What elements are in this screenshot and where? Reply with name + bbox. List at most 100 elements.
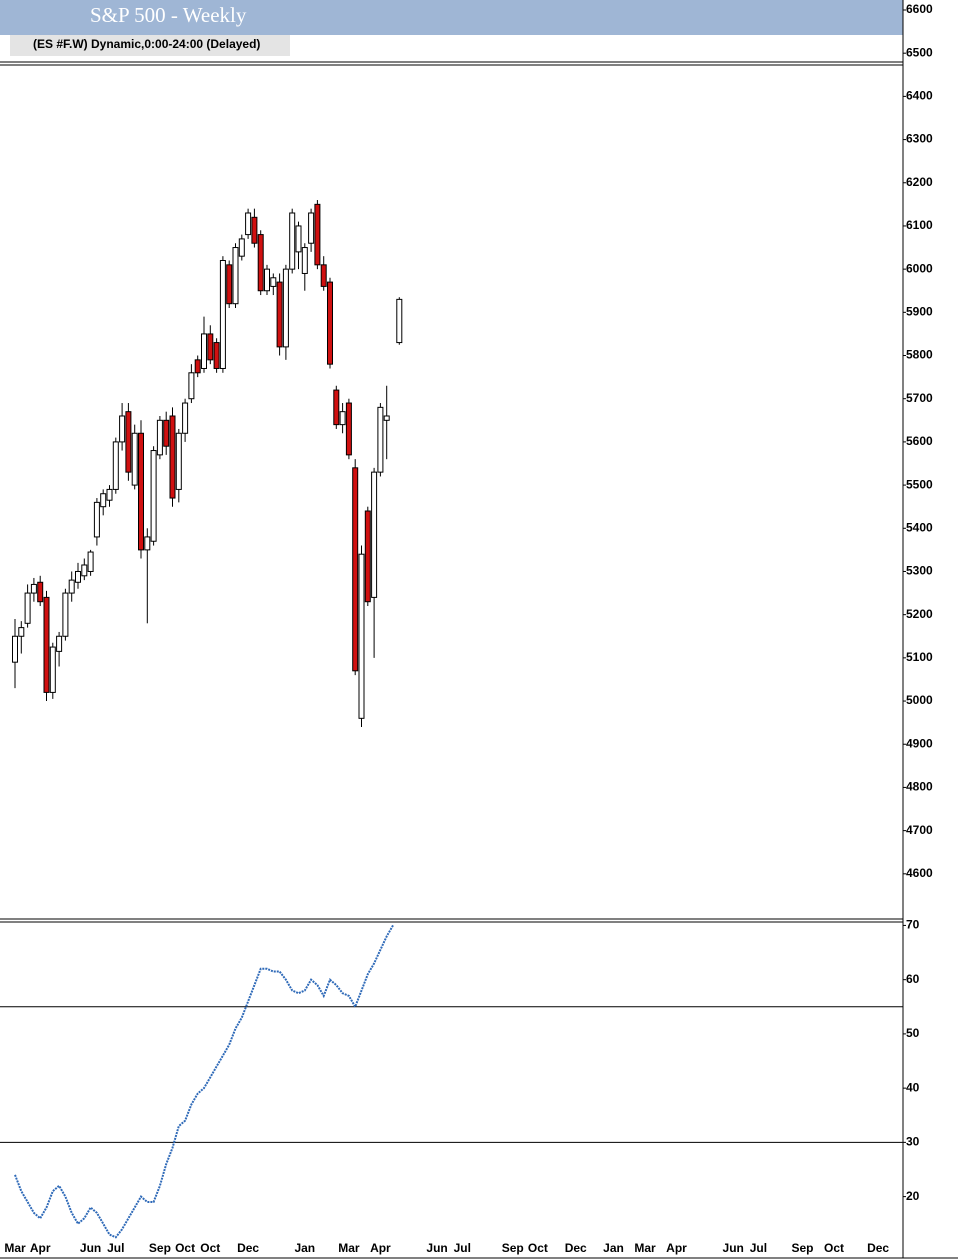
y-tick-label: 5900: [906, 305, 933, 319]
y-tick-label: 50: [906, 1026, 920, 1040]
candle-body: [182, 402, 189, 434]
candle-body: [75, 570, 81, 583]
y-tick-label: 4900: [906, 736, 933, 750]
candle-body: [194, 359, 201, 374]
candle-body: [112, 441, 119, 490]
candle-body: [37, 581, 44, 603]
y-tick-label: 5800: [906, 348, 933, 362]
candle-body: [251, 216, 258, 244]
candle-body: [138, 432, 144, 551]
candle-body: [333, 389, 340, 426]
y-tick-label: 6600: [906, 2, 933, 16]
candle-body: [352, 467, 359, 672]
x-tick-label: Apr: [30, 1241, 51, 1255]
y-tick-label: 40: [906, 1080, 920, 1094]
candle-body: [396, 298, 403, 344]
candle-body: [264, 268, 270, 292]
y-tick-label: 30: [906, 1135, 920, 1149]
candle-body: [301, 247, 308, 274]
candle-body: [24, 592, 31, 624]
candle-body: [270, 277, 277, 287]
candle-body: [30, 583, 37, 594]
x-tick-label: Dec: [565, 1241, 587, 1255]
x-tick-label: Oct: [824, 1241, 844, 1255]
y-tick-label: 5400: [906, 520, 933, 534]
candle-body: [12, 635, 18, 663]
x-tick-label: Oct: [200, 1241, 220, 1255]
x-tick-label: Jun: [426, 1241, 447, 1255]
candle-body: [18, 627, 25, 637]
x-tick-label: Apr: [370, 1241, 391, 1255]
x-tick-label: Jun: [723, 1241, 744, 1255]
candle-body: [150, 450, 157, 542]
indicator-line: [14, 924, 394, 1239]
candle-body: [144, 536, 151, 551]
candle-body: [289, 212, 296, 270]
subtitle-box: [10, 35, 290, 56]
x-tick-label: Dec: [237, 1241, 259, 1255]
header-bar: [0, 0, 903, 35]
y-tick-label: 70: [906, 918, 920, 932]
candle-body: [68, 579, 75, 594]
x-tick-label: Sep: [502, 1241, 524, 1255]
y-tick-label: 5600: [906, 434, 933, 448]
candle-body: [276, 281, 283, 348]
chart-subtitle: (ES #F.W) Dynamic,0:00-24:00 (Delayed): [33, 37, 260, 51]
candle-body: [232, 247, 239, 305]
x-tick-label: Jul: [750, 1241, 767, 1255]
chart-title: S&P 500 - Weekly: [90, 3, 247, 27]
x-tick-label: Jan: [294, 1241, 315, 1255]
candle-body: [119, 415, 126, 443]
candle-body: [282, 268, 289, 348]
x-tick-label: Sep: [791, 1241, 813, 1255]
candle-body: [106, 488, 113, 501]
x-tick-label: Mar: [634, 1241, 656, 1255]
y-tick-label: 6400: [906, 89, 933, 103]
candle-body: [131, 432, 138, 486]
candle-body: [383, 415, 390, 421]
candle-body: [125, 411, 132, 473]
candle-body: [188, 372, 195, 400]
x-tick-label: Dec: [867, 1241, 889, 1255]
candle-body: [175, 432, 182, 490]
candle-body: [156, 419, 163, 456]
y-tick-label: 6100: [906, 218, 933, 232]
candle-body: [56, 635, 63, 652]
candle-body: [257, 234, 264, 292]
x-tick-label: Sep: [149, 1241, 171, 1255]
y-tick-label: 5200: [906, 607, 933, 621]
y-tick-label: 6300: [906, 132, 933, 146]
y-tick-label: 4600: [906, 866, 933, 880]
x-tick-label: Mar: [4, 1241, 26, 1255]
candle-body: [245, 212, 252, 236]
y-tick-label: 6500: [906, 45, 933, 59]
y-tick-label: 5300: [906, 564, 933, 578]
candle-body: [295, 225, 302, 253]
x-tick-label: Oct: [528, 1241, 548, 1255]
candle-body: [213, 342, 220, 369]
candle-body: [314, 203, 321, 266]
x-tick-label: Mar: [338, 1241, 360, 1255]
candle-body: [345, 402, 352, 456]
candle-body: [377, 406, 384, 473]
candle-body: [308, 212, 315, 244]
candle-body: [207, 333, 214, 361]
candle-body: [219, 260, 226, 369]
candle-body: [100, 493, 107, 508]
x-tick-label: Jul: [454, 1241, 471, 1255]
candle-body: [81, 564, 88, 577]
y-tick-label: 4800: [906, 780, 933, 794]
candle-body: [43, 596, 50, 693]
y-tick-label: 5700: [906, 391, 933, 405]
candle-body: [320, 264, 327, 287]
candle-body: [93, 501, 100, 538]
y-tick-label: 60: [906, 972, 920, 986]
x-tick-label: Jun: [80, 1241, 101, 1255]
y-tick-label: 5100: [906, 650, 933, 664]
candle-body: [169, 415, 176, 499]
y-tick-label: 6000: [906, 261, 933, 275]
candle-body: [238, 238, 245, 257]
x-tick-label: Jan: [603, 1241, 624, 1255]
y-tick-label: 4700: [906, 823, 933, 837]
